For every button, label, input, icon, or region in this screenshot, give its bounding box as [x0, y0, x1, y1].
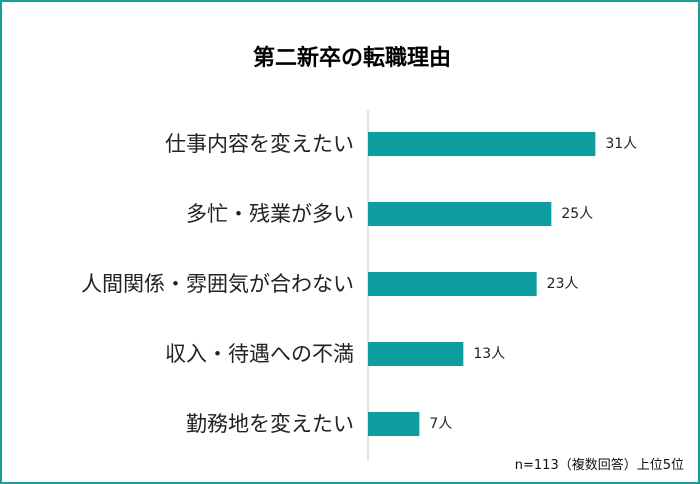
- category-label-2: 多忙・残業が多い: [186, 202, 354, 226]
- sample-note: n=113（複数回答）上位5位: [514, 458, 684, 473]
- bar-2: [368, 202, 552, 226]
- category-label-3: 人間関係・雰囲気が合わない: [81, 272, 354, 296]
- bar-3: [368, 272, 537, 296]
- value-label-2: 25人: [561, 206, 593, 222]
- bar-1: [368, 132, 596, 156]
- value-label-1: 31人: [605, 136, 637, 152]
- category-label-1: 仕事内容を変えたい: [165, 132, 354, 156]
- bar-4: [368, 342, 464, 366]
- value-label-3: 23人: [547, 276, 579, 292]
- bar-5: [368, 412, 420, 436]
- value-label-4: 13人: [473, 346, 505, 362]
- value-label-5: 7人: [429, 416, 452, 432]
- category-label-5: 勤務地を変えたい: [186, 412, 354, 436]
- category-label-4: 収入・待遇への不満: [165, 342, 354, 366]
- chart-title: 第二新卒の転職理由: [252, 46, 451, 71]
